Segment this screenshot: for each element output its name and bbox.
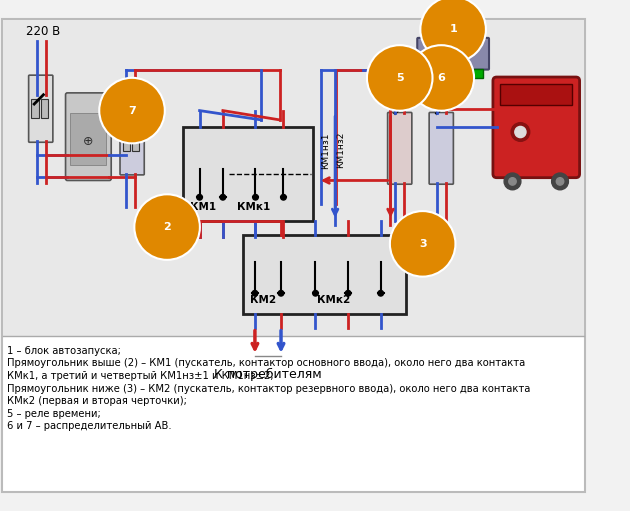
Text: 6 и 7 – распределительный АВ.: 6 и 7 – распределительный АВ.	[8, 421, 172, 431]
FancyBboxPatch shape	[423, 68, 483, 78]
Text: КМ1нз2: КМ1нз2	[336, 132, 345, 169]
FancyBboxPatch shape	[66, 93, 112, 180]
FancyBboxPatch shape	[500, 84, 572, 105]
Circle shape	[509, 178, 516, 185]
FancyBboxPatch shape	[132, 134, 139, 151]
Circle shape	[504, 173, 521, 190]
Circle shape	[197, 195, 202, 200]
Text: КМк1: КМк1	[237, 201, 270, 212]
Text: 7: 7	[128, 106, 136, 115]
Circle shape	[220, 195, 226, 200]
Text: 6: 6	[437, 73, 445, 83]
Circle shape	[511, 123, 530, 142]
Circle shape	[515, 126, 526, 137]
FancyBboxPatch shape	[120, 103, 144, 175]
Circle shape	[552, 173, 568, 190]
Text: ⊕: ⊕	[83, 135, 93, 148]
Text: КМ2: КМ2	[250, 295, 277, 305]
Circle shape	[312, 290, 318, 296]
FancyBboxPatch shape	[3, 20, 585, 336]
Circle shape	[280, 195, 286, 200]
Text: КМк2 (первая и вторая черточки);: КМк2 (первая и вторая черточки);	[8, 396, 187, 406]
FancyBboxPatch shape	[2, 19, 585, 492]
FancyBboxPatch shape	[70, 113, 106, 165]
Text: БАЗГ-1: БАЗГ-1	[434, 49, 472, 59]
FancyBboxPatch shape	[387, 112, 412, 184]
Text: Прямоугольник ниже (3) – КМ2 (пускатель, контактор резервного ввода), около него: Прямоугольник ниже (3) – КМ2 (пускатель,…	[8, 384, 531, 393]
Text: КМ1: КМ1	[190, 201, 216, 212]
Text: 220 В: 220 В	[26, 25, 60, 38]
Text: КМк1, а третий и четвертый КМ1нз±1 и КМ1нз±2;: КМк1, а третий и четвертый КМ1нз±1 и КМ1…	[8, 371, 274, 381]
Circle shape	[345, 290, 351, 296]
FancyBboxPatch shape	[183, 127, 313, 221]
Text: Прямоугольник выше (2) – КМ1 (пускатель, контактор основного ввода), около него : Прямоугольник выше (2) – КМ1 (пускатель,…	[8, 358, 525, 368]
Circle shape	[378, 290, 384, 296]
FancyBboxPatch shape	[28, 75, 53, 142]
Text: 5 – реле времени;: 5 – реле времени;	[8, 409, 101, 419]
FancyBboxPatch shape	[41, 100, 48, 118]
FancyBboxPatch shape	[123, 134, 130, 151]
Text: 5: 5	[396, 73, 404, 83]
Text: 1: 1	[449, 25, 457, 35]
Circle shape	[556, 178, 564, 185]
Text: 2: 2	[163, 222, 171, 232]
Text: КМк2: КМк2	[318, 295, 351, 305]
FancyBboxPatch shape	[417, 38, 489, 69]
FancyBboxPatch shape	[243, 235, 406, 314]
FancyBboxPatch shape	[429, 112, 454, 184]
Circle shape	[253, 195, 258, 200]
Text: 1 – блок автозапуска;: 1 – блок автозапуска;	[8, 346, 122, 356]
FancyBboxPatch shape	[32, 100, 39, 118]
Text: 3: 3	[419, 239, 427, 249]
Circle shape	[278, 290, 284, 296]
Text: КМ1нз1: КМ1нз1	[321, 132, 329, 169]
Text: К потребителям: К потребителям	[214, 368, 322, 381]
FancyBboxPatch shape	[493, 77, 580, 178]
Circle shape	[252, 290, 258, 296]
